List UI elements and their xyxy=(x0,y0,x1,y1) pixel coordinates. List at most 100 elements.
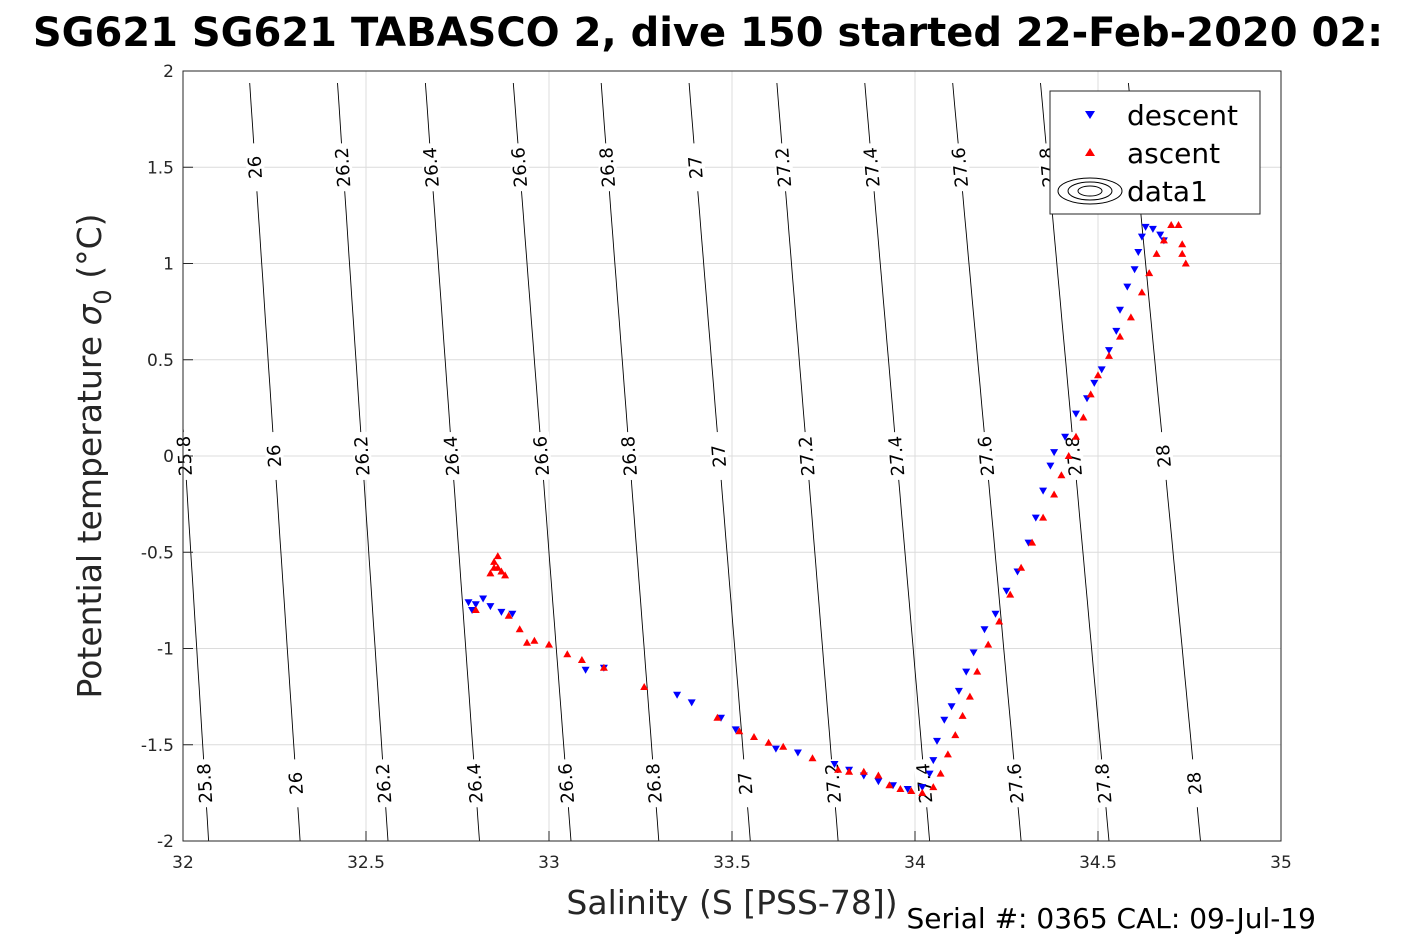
descent-point xyxy=(933,737,941,745)
ascent-point xyxy=(1057,471,1066,479)
density-contour-label: 27.8 xyxy=(1092,762,1117,804)
y-tick-label: 0 xyxy=(163,447,174,467)
density-contour-label: 26.6 xyxy=(530,435,554,477)
density-contour-label-group: 26.2 xyxy=(351,431,375,481)
ascent-point xyxy=(545,640,553,648)
descent-point xyxy=(471,601,480,609)
ascent-point xyxy=(779,742,788,750)
ascent-point xyxy=(1028,538,1037,546)
density-contour-label-group: 27 xyxy=(734,758,757,808)
chart-title: SG621 SG621 TABASCO 2, dive 150 started … xyxy=(33,10,1383,56)
density-contour-label-group: 26.6 xyxy=(530,431,554,481)
density-contour-label-group: 26.6 xyxy=(508,142,532,192)
descent-point xyxy=(925,770,934,778)
ascent-point xyxy=(1064,452,1073,459)
descent-point xyxy=(980,626,989,634)
descent-point xyxy=(1123,283,1132,291)
ascent-point xyxy=(1116,332,1124,340)
density-contour-label-bg xyxy=(860,142,884,192)
descent-point xyxy=(903,786,912,793)
ascent-point xyxy=(958,711,967,719)
ascent-point xyxy=(640,683,649,690)
legend-ascent-label: ascent xyxy=(1127,137,1220,170)
density-contour-label-bg xyxy=(618,431,641,481)
density-contour-label: 26 xyxy=(264,444,286,468)
density-contour-label-bg xyxy=(796,431,818,481)
x-tick-label: 33 xyxy=(538,853,560,873)
series-ascent xyxy=(471,207,1190,796)
descent-point xyxy=(771,745,780,753)
density-contour-label-bg xyxy=(555,758,578,808)
density-contour-label-bg xyxy=(708,431,731,481)
ascent-point xyxy=(1006,590,1015,598)
density-contour-label: 26.8 xyxy=(618,435,642,477)
legend-descent-marker xyxy=(1085,111,1095,119)
density-contour-label-group: 26.2 xyxy=(373,758,396,808)
legend: descent ascent data1 xyxy=(1049,90,1261,215)
ascent-point xyxy=(1152,249,1161,257)
density-contour-label-bg xyxy=(1063,431,1086,481)
density-contour-label: 26.4 xyxy=(420,147,444,188)
density-contour-label: 26.2 xyxy=(351,435,375,476)
density-contour-label: 27.4 xyxy=(885,435,909,477)
density-contour-label-bg xyxy=(464,758,486,808)
density-contour-label-bg xyxy=(420,142,443,192)
density-contour-label-group: 27.2 xyxy=(795,431,820,481)
descent-point xyxy=(717,714,725,722)
y-axis-label-symbol: σ xyxy=(70,304,109,326)
descent-point xyxy=(889,782,897,790)
ascent-point xyxy=(918,788,927,796)
ascent-point xyxy=(713,713,722,721)
density-contour-label-bg xyxy=(949,142,972,193)
density-contour-label: 26.2 xyxy=(332,147,356,188)
ascent-point xyxy=(764,738,773,746)
ascent-point xyxy=(973,667,982,675)
density-contour-label-bg xyxy=(332,142,354,192)
density-contour-label: 28 xyxy=(1184,771,1207,796)
ascent-point xyxy=(965,692,974,700)
density-contour-label: 26 xyxy=(286,771,308,795)
density-contour-label-group: 27.6 xyxy=(1004,758,1029,809)
density-contour-label-group: 26.8 xyxy=(643,758,667,808)
descent-point xyxy=(1137,233,1146,241)
legend-descent-label: descent xyxy=(1127,99,1238,132)
density-contour-label: 27 xyxy=(708,444,731,469)
density-contour-label-bg xyxy=(596,142,619,192)
x-axis-ticks: 32 32.5 33 33.5 34 34.5 35 xyxy=(172,831,1292,873)
ascent-point xyxy=(951,731,960,739)
density-contour-label: 27.2 xyxy=(772,146,796,188)
descent-point xyxy=(1130,266,1139,274)
density-contour-label: 26.8 xyxy=(596,146,620,188)
density-contour-label-group: 27.6 xyxy=(975,431,999,481)
density-contour-label: 26.6 xyxy=(555,762,579,804)
descent-point xyxy=(991,610,1000,618)
y-axis-label-subscript: 0 xyxy=(89,289,117,304)
density-contour-label-bg xyxy=(975,431,998,481)
descent-point xyxy=(1002,587,1011,595)
ascent-point xyxy=(929,783,938,791)
ascent-point xyxy=(1126,313,1135,321)
ascent-point xyxy=(1174,221,1183,228)
y-axis-label-main: Potential temperature xyxy=(70,326,109,699)
density-contour-label-group: 26 xyxy=(286,758,308,808)
y-tick-label: -2 xyxy=(157,832,174,852)
density-contour-label-bg xyxy=(885,431,908,481)
x-tick-label: 33.5 xyxy=(713,853,751,873)
density-contour-label: 26.8 xyxy=(643,762,667,804)
density-contour-label: 27.4 xyxy=(913,762,937,804)
density-contour-label-group: 27.4 xyxy=(860,142,885,192)
x-axis-label: Salinity (S [PSS-78]) xyxy=(566,883,897,922)
ascent-point xyxy=(1137,288,1146,296)
ascent-point xyxy=(750,733,758,740)
density-contour-label: 27.2 xyxy=(795,435,819,477)
density-contour-label-bg xyxy=(441,431,463,481)
density-contour-label: 26.4 xyxy=(464,763,488,804)
x-tick-label: 32 xyxy=(172,853,194,873)
ascent-point xyxy=(1017,563,1026,571)
density-contour-label-bg xyxy=(194,758,216,808)
descent-point xyxy=(1024,539,1033,547)
legend-box xyxy=(1049,90,1261,215)
descent-point xyxy=(497,608,506,616)
density-contour-label-bg xyxy=(530,431,553,481)
